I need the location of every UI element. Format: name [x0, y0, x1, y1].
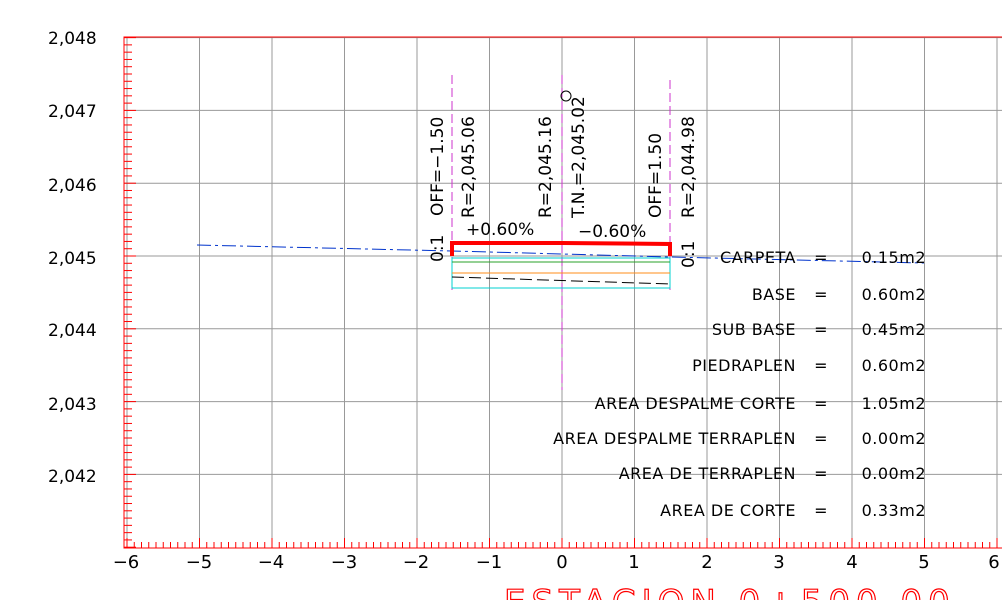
right-grade-label: −0.60%: [578, 222, 646, 242]
x-label-m4: −4: [258, 552, 285, 573]
right-offset-label: OFF=1.50: [646, 133, 666, 218]
y-label-2048: 2,048: [48, 29, 97, 49]
x-label-m5: −5: [186, 552, 213, 573]
area-summary: CARPETA = 0.15m2 BASE = 0.60m2 SUB BASE …: [553, 248, 926, 520]
y-label-2043: 2,043: [48, 395, 97, 415]
area-label-piedraplen: PIEDRAPLEN: [692, 356, 796, 375]
x-label-6: 6: [988, 552, 999, 573]
y-label-2044: 2,044: [48, 321, 97, 341]
x-label-3: 3: [773, 552, 784, 573]
y-label-2047: 2,047: [48, 102, 97, 122]
area-label-base: BASE: [752, 285, 796, 304]
area-value-despalme-terraplen: 0.00m2: [862, 429, 926, 448]
area-eq-subbase: =: [814, 320, 828, 339]
area-value-subbase: 0.45m2: [862, 320, 926, 339]
y-axis-labels: 2,048 2,047 2,046 2,045 2,044 2,043 2,04…: [48, 29, 97, 487]
area-label-carpeta: CARPETA: [720, 248, 796, 267]
x-label-0: 0: [556, 552, 567, 573]
area-eq-despalme-corte: =: [814, 394, 828, 413]
x-label-4: 4: [846, 552, 857, 573]
area-value-despalme-corte: 1.05m2: [862, 394, 926, 413]
area-label-subbase: SUB BASE: [712, 320, 796, 339]
x-label-m6: −6: [113, 552, 140, 573]
station-title: ESTACION 0+500.00: [504, 583, 956, 600]
cut-line: [451, 276, 671, 285]
y-label-2045: 2,045: [48, 249, 97, 269]
area-value-carpeta: 0.15m2: [862, 248, 926, 267]
ground-level-label: T.N.=2,045.02: [569, 96, 589, 219]
area-eq-terraplen: =: [814, 464, 828, 483]
y-label-2046: 2,046: [48, 176, 97, 196]
area-value-corte: 0.33m2: [862, 501, 926, 520]
left-elevation-label: R=2,045.06: [459, 116, 479, 218]
area-label-despalme-corte: AREA DESPALME CORTE: [595, 394, 796, 413]
area-value-base: 0.60m2: [862, 285, 926, 304]
y-label-2042: 2,042: [48, 467, 97, 487]
area-value-terraplen: 0.00m2: [862, 464, 926, 483]
centerline-marker: [560, 90, 572, 102]
area-eq-carpeta: =: [814, 248, 828, 267]
right-slope-label: 0:1: [679, 241, 699, 268]
x-label-2: 2: [701, 552, 712, 573]
left-grade-label: +0.60%: [466, 220, 534, 240]
natural-ground-line: [196, 244, 925, 264]
grid-lines: [124, 37, 1002, 548]
area-eq-despalme-terraplen: =: [814, 429, 828, 448]
pavement-surface: [450, 241, 672, 256]
left-offset-label: OFF=−1.50: [428, 117, 448, 216]
area-eq-base: =: [814, 285, 828, 304]
area-label-despalme-terraplen: AREA DESPALME TERRAPLEN: [553, 429, 796, 448]
x-label-1: 1: [628, 552, 639, 573]
area-label-corte: AREA DE CORTE: [660, 501, 796, 520]
x-axis-ticks: [126, 538, 998, 548]
area-label-terraplen: AREA DE TERRAPLEN: [619, 464, 796, 483]
x-label-5: 5: [918, 552, 929, 573]
area-eq-piedraplen: =: [814, 356, 828, 375]
x-axis-labels: −6 −5 −4 −3 −2 −1 0 1 2 3 4 5 6: [113, 552, 1000, 573]
x-label-m2: −2: [403, 552, 430, 573]
left-slope-label: 0:1: [428, 235, 448, 262]
x-label-m1: −1: [476, 552, 503, 573]
center-elevation-label: R=2,045.16: [536, 116, 556, 218]
area-eq-corte: =: [814, 501, 828, 520]
right-elevation-label: R=2,044.98: [679, 116, 699, 218]
y-axis-ticks: [124, 37, 136, 548]
area-value-piedraplen: 0.60m2: [862, 356, 926, 375]
x-label-m3: −3: [331, 552, 358, 573]
